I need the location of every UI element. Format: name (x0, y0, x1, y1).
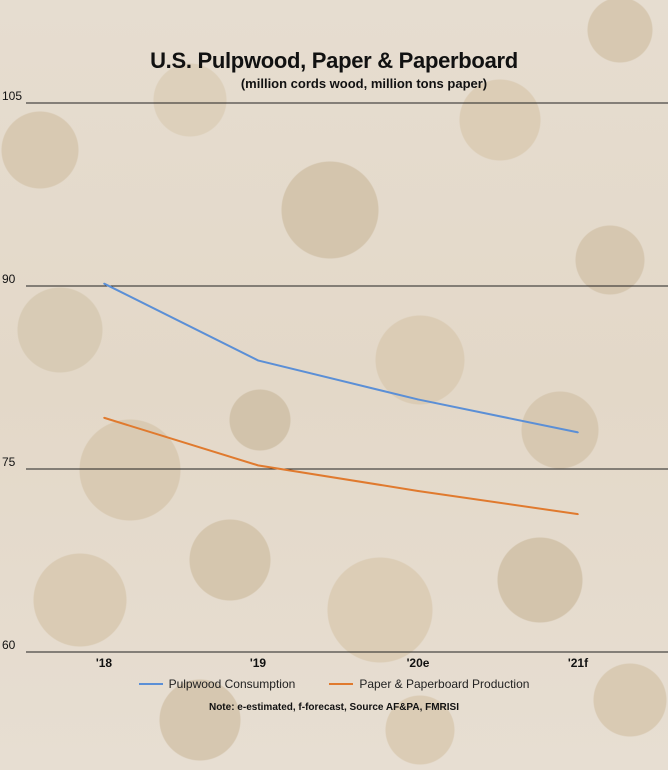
legend-item: Pulpwood Consumption (138, 677, 296, 691)
series-line-pulpwood-consumption (103, 282, 579, 434)
x-tick-label: '21f (568, 656, 589, 670)
data-point (257, 464, 259, 467)
data-point (417, 490, 419, 492)
y-tick-label: 75 (2, 455, 16, 469)
legend-label: Pulpwood Consumption (168, 677, 296, 691)
data-point (577, 513, 579, 515)
data-point (103, 282, 105, 285)
legend-item: Paper & Paperboard Production (329, 677, 529, 691)
x-tick-label: '19 (250, 656, 267, 670)
data-point (577, 431, 579, 434)
y-tick-label: 60 (2, 638, 16, 652)
legend-swatch (329, 683, 354, 685)
series-line-paper-paperboard-production (103, 416, 579, 516)
y-tick-label: 105 (2, 89, 22, 103)
legend-swatch (138, 683, 163, 685)
chart-legend: Pulpwood Consumption Paper & Paperboard P… (0, 677, 668, 691)
legend-label: Paper & Paperboard Production (359, 677, 530, 691)
x-tick-label: '18 (96, 656, 113, 670)
chart-subtitle: (million cords wood, million tons paper) (240, 76, 488, 91)
source-note: Note: e-estimated, f-forecast, Source AF… (208, 702, 460, 713)
y-tick-label: 90 (2, 272, 16, 286)
data-point (257, 359, 259, 362)
chart-title: U.S. Pulpwood, Paper & Paperboard (150, 48, 518, 73)
x-tick-label: '20e (407, 656, 430, 670)
data-point (417, 398, 419, 401)
data-point (103, 416, 105, 419)
